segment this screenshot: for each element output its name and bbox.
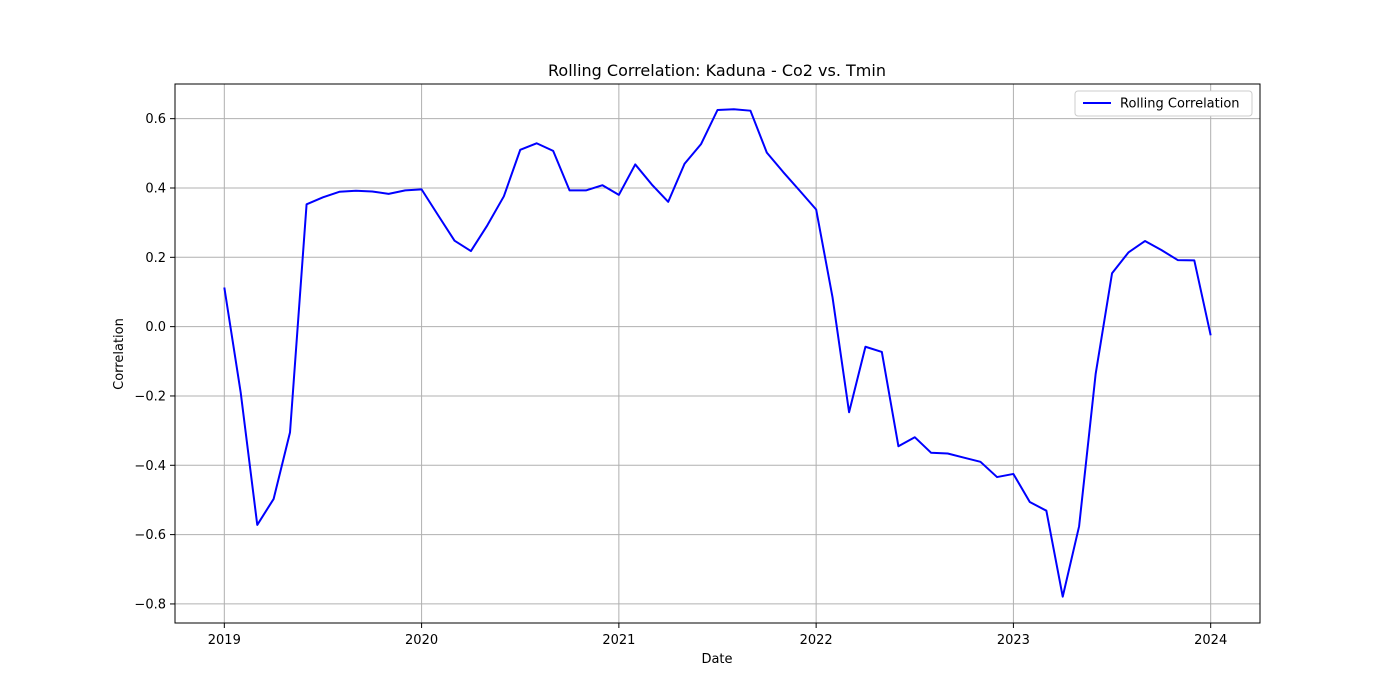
chart-title: Rolling Correlation: Kaduna - Co2 vs. Tm… xyxy=(548,61,886,80)
y-tick-label: 0.4 xyxy=(145,181,166,196)
x-tick-label: 2023 xyxy=(997,633,1030,648)
x-tick-label: 2024 xyxy=(1194,633,1227,648)
legend-label: Rolling Correlation xyxy=(1120,97,1240,112)
y-tick-label: −0.8 xyxy=(134,597,166,612)
y-tick-label: −0.6 xyxy=(134,528,166,543)
y-tick-label: 0.0 xyxy=(145,320,166,335)
x-tick-label: 2019 xyxy=(208,633,241,648)
y-tick-label: −0.2 xyxy=(134,389,166,404)
y-axis: −0.8 −0.6 −0.4 −0.2 0.0 0.2 0.4 0.6 xyxy=(134,112,175,612)
x-tick-label: 2020 xyxy=(405,633,438,648)
plot-area-frame xyxy=(174,83,1261,624)
series-layer xyxy=(223,108,1212,598)
x-tick-label: 2021 xyxy=(602,633,635,648)
y-tick-label: −0.4 xyxy=(134,459,166,474)
x-tick-label: 2022 xyxy=(800,633,833,648)
y-tick-label: 0.6 xyxy=(145,112,166,127)
x-axis-title: Date xyxy=(701,652,732,667)
y-axis-title: Correlation xyxy=(112,318,127,390)
legend-box xyxy=(1074,90,1253,117)
legend: Rolling Correlation xyxy=(1074,90,1253,117)
y-tick-label: 0.2 xyxy=(145,251,166,266)
x-axis: 2019 2020 2021 2022 2023 2024 xyxy=(208,623,1227,648)
series-line-rolling-correlation xyxy=(223,108,1212,598)
grid-lines xyxy=(175,84,1260,623)
